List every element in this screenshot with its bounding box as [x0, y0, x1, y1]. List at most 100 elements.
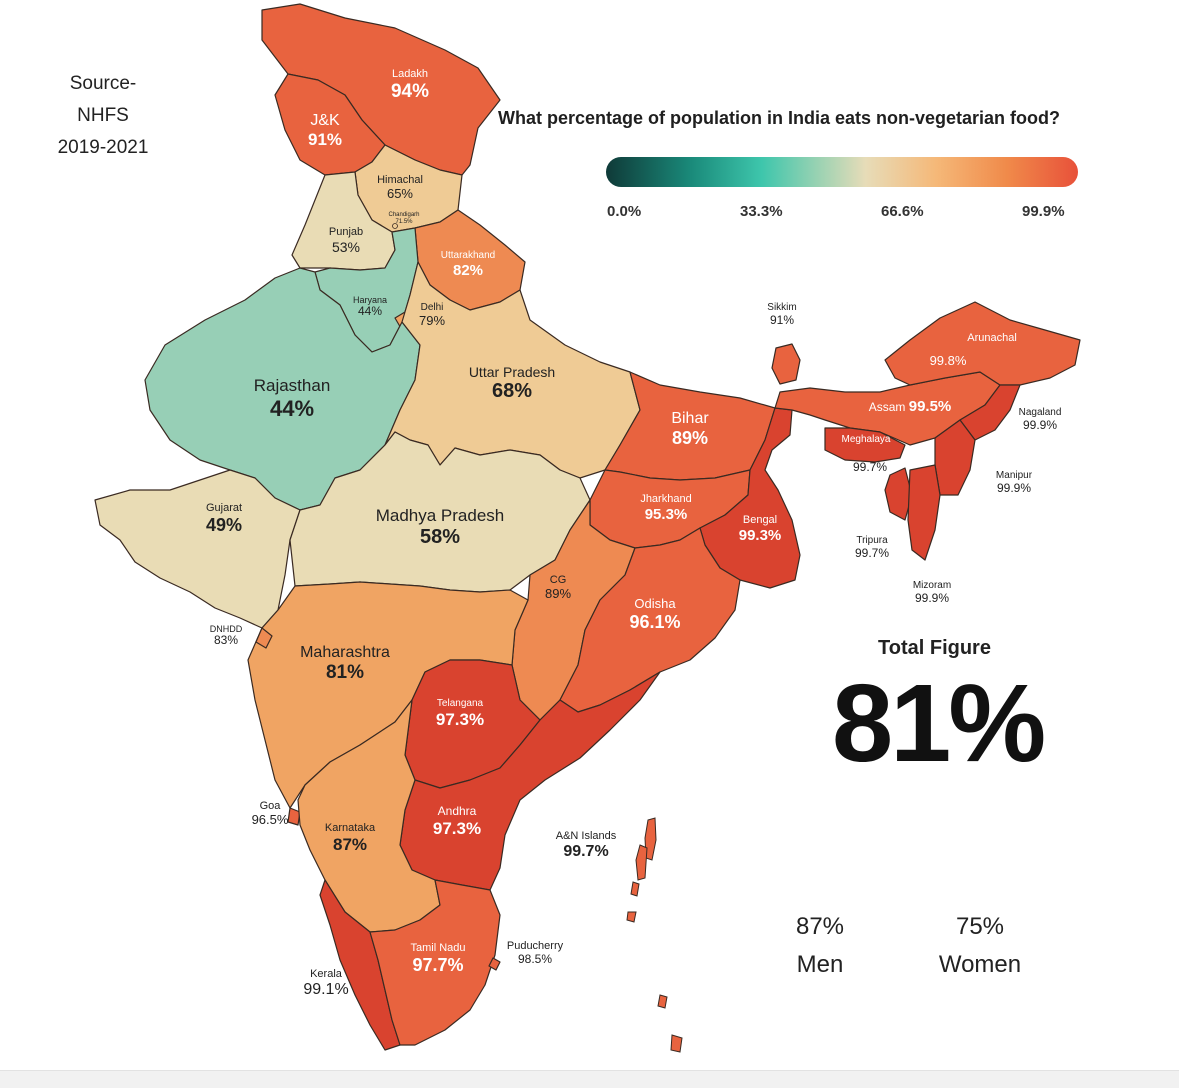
label-name: Puducherry: [506, 940, 564, 952]
label-value: 94%: [390, 80, 430, 102]
label-value: 99.9%: [1022, 417, 1058, 432]
label-name: Uttar Pradesh: [468, 364, 556, 380]
label-name: Bihar: [671, 410, 709, 427]
label-name: Uttarakhand: [440, 250, 496, 261]
legend-tick-3: 99.9%: [1022, 203, 1065, 220]
label-value: 97.3%: [435, 709, 485, 729]
label-puducherry: Puducherry 98.5%: [507, 940, 563, 966]
label-value: 49%: [205, 514, 243, 535]
label-himachal: Himachal 65%: [377, 174, 423, 202]
label-jk: J&K 91%: [308, 112, 342, 150]
label-ladakh: Ladakh 94%: [391, 68, 429, 102]
label-value: 91%: [307, 130, 343, 150]
label-value: 99.9%: [914, 590, 950, 605]
label-tamilnadu: Tamil Nadu 97.7%: [410, 942, 465, 975]
label-name: Assam: [868, 400, 906, 414]
label-value: 97.3%: [432, 818, 482, 838]
bottom-strip: [0, 1070, 1179, 1088]
label-name: Goa: [259, 800, 281, 812]
label-name: Punjab: [328, 226, 364, 238]
label-value: 99.5%: [908, 398, 952, 415]
label-rajasthan: Rajasthan 44%: [254, 376, 331, 421]
label-name: Chandigarh: [388, 212, 420, 218]
map-title: What percentage of population in India e…: [498, 108, 1061, 128]
label-name: Haryana: [352, 295, 388, 305]
label-name: Telangana: [436, 698, 484, 709]
label-uttarakhand: Uttarakhand 82%: [441, 250, 495, 279]
label-name: Maharashtra: [300, 644, 390, 661]
source-line-3: 2019-2021: [57, 137, 149, 158]
label-assam: Assam 99.5%: [869, 398, 952, 415]
label-value: 99.7%: [854, 545, 890, 560]
state-dnhdd[interactable]: [255, 627, 273, 649]
label-tripura: Tripura 99.7%: [855, 535, 889, 560]
label-bihar: Bihar 89%: [671, 410, 708, 449]
label-kerala: Kerala 99.1%: [303, 968, 348, 999]
label-meghalaya-value: 99.7%: [853, 460, 887, 475]
state-gujarat[interactable]: [94, 469, 301, 629]
state-mizoram[interactable]: [907, 464, 941, 561]
label-name: Delhi: [420, 302, 444, 313]
label-name: Manipur: [995, 470, 1033, 481]
label-value: 44%: [357, 304, 383, 319]
label-nagaland: Nagaland 99.9%: [1019, 407, 1062, 432]
label-value: 99.8%: [929, 353, 967, 368]
total-figure-value: 81%: [832, 662, 1046, 785]
total-figure-label: Total Figure: [878, 637, 991, 659]
label-chandigarh: Chandigarh 71.5%: [388, 212, 419, 226]
label-goa: Goa 96.5%: [252, 800, 289, 828]
label-name: Arunachal: [967, 332, 1017, 344]
state-tamilnadu[interactable]: [369, 879, 501, 1046]
state-tripura[interactable]: [884, 467, 913, 521]
label-value: 68%: [491, 380, 533, 403]
label-cg: CG 89%: [545, 574, 571, 602]
state-bengal[interactable]: [699, 407, 801, 589]
label-punjab: Punjab 53%: [329, 226, 363, 255]
label-name: Sikkim: [767, 302, 797, 313]
label-name: Andhra: [437, 804, 477, 818]
label-odisha: Odisha 96.1%: [629, 596, 681, 633]
source-line-1: Source-: [69, 73, 137, 94]
label-name: Karnataka: [324, 822, 376, 834]
label-bengal: Bengal 99.3%: [739, 514, 782, 544]
label-value: 65%: [386, 185, 414, 201]
label-name: Madhya Pradesh: [375, 506, 505, 525]
label-value: 71.5%: [395, 218, 413, 225]
legend-tick-0: 0.0%: [607, 203, 642, 220]
label-value: 99.3%: [738, 526, 782, 544]
label-maharashtra: Maharashtra 81%: [300, 644, 390, 684]
label-mp: Madhya Pradesh 58%: [376, 506, 505, 549]
label-mizoram: Mizoram 99.9%: [913, 580, 951, 605]
label-value: 91%: [769, 312, 795, 327]
label-delhi: Delhi 79%: [419, 302, 445, 328]
state-an-islands[interactable]: [626, 817, 683, 1053]
label-name: Mizoram: [912, 580, 952, 591]
state-manipur[interactable]: [934, 419, 976, 496]
label-value: 79%: [418, 312, 446, 328]
label-karnataka: Karnataka 87%: [325, 822, 375, 854]
label-value: 99.1%: [303, 980, 349, 998]
women-stat: 75% Women: [920, 908, 1040, 984]
state-meghalaya[interactable]: [824, 427, 906, 463]
state-chandigarh[interactable]: [392, 223, 398, 229]
state-odisha[interactable]: [559, 527, 741, 713]
label-arunachal: Arunachal: [967, 332, 1017, 345]
color-scale-bar: [606, 157, 1078, 187]
label-value: 87%: [332, 834, 368, 854]
label-name: A&N Islands: [555, 830, 617, 842]
state-sikkim[interactable]: [771, 343, 801, 385]
label-value: 81%: [325, 662, 365, 684]
state-arunachal[interactable]: [884, 301, 1081, 386]
state-puducherry[interactable]: [488, 957, 501, 971]
label-arunachal-value: 99.8%: [929, 353, 967, 369]
label-name: Ladakh: [391, 68, 429, 80]
state-goa[interactable]: [287, 807, 301, 826]
label-name: Nagaland: [1018, 407, 1062, 418]
label-value: 44%: [269, 395, 315, 421]
source-line-2: NHFS: [77, 105, 129, 126]
label-name: Rajasthan: [253, 376, 331, 395]
label-name: Kerala: [310, 968, 342, 980]
label-value: 96.1%: [629, 611, 681, 632]
label-haryana: Haryana 44%: [353, 295, 387, 319]
